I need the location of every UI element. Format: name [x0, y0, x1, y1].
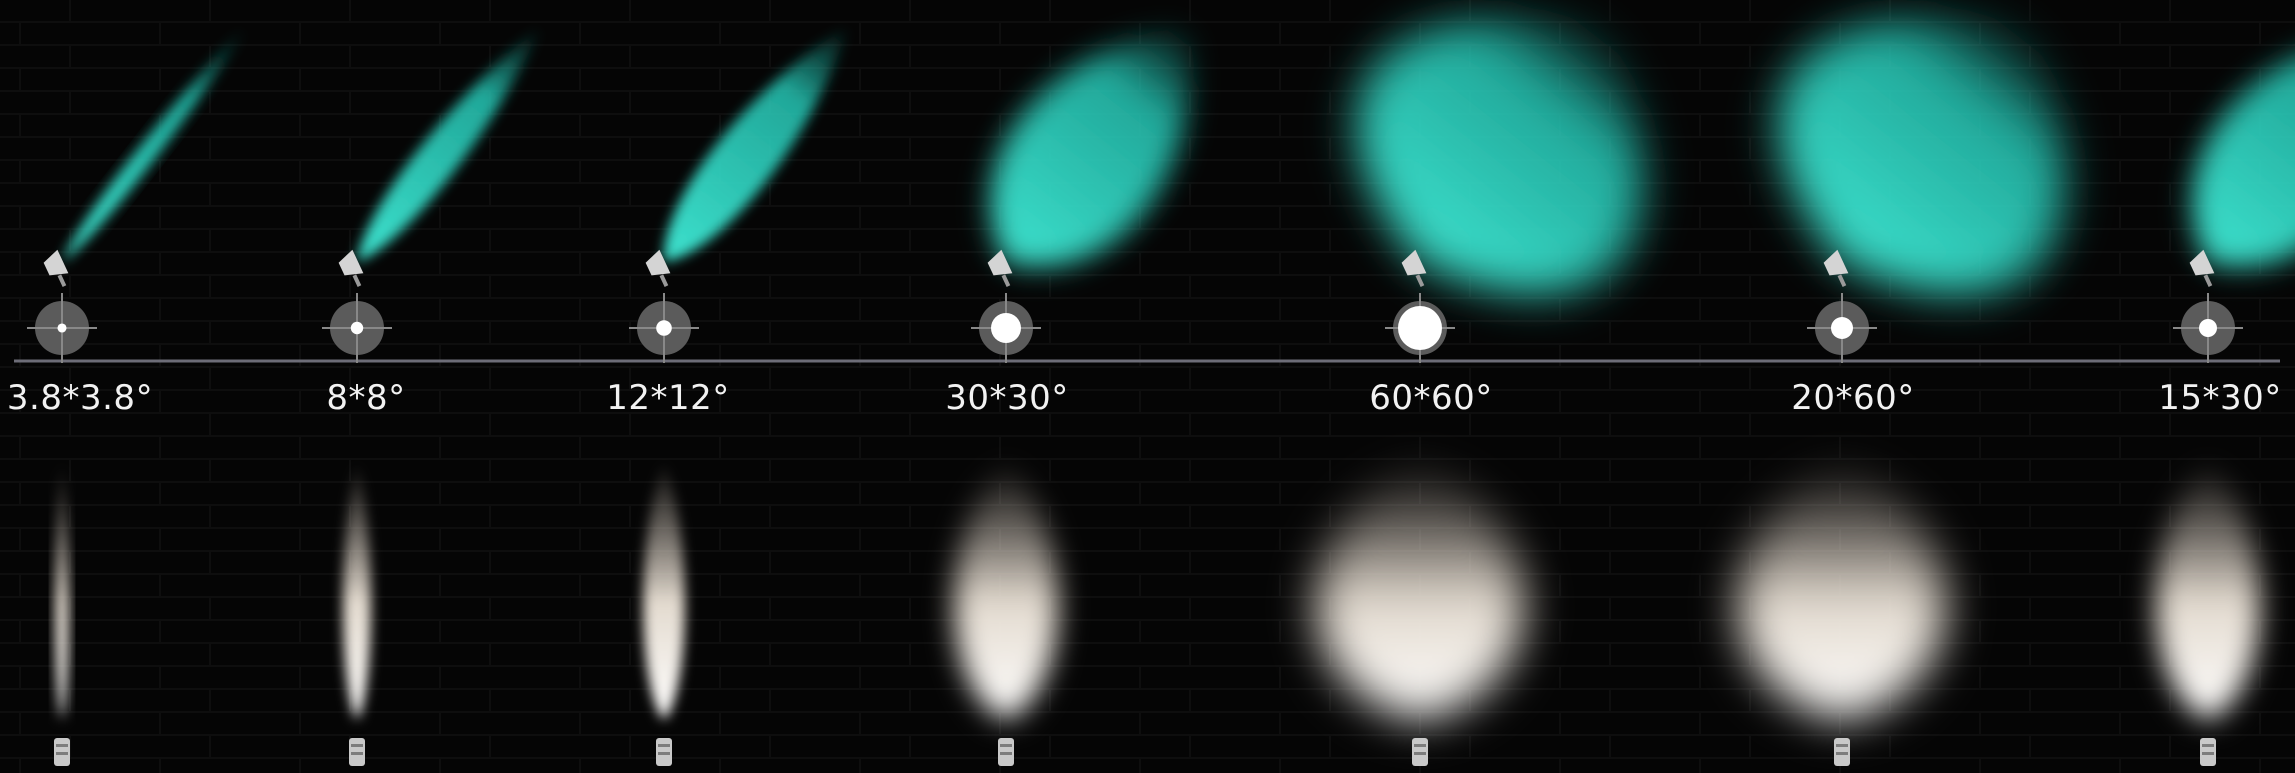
beam-spot-target-icon: [322, 293, 392, 363]
uplight-fixture-icon: [656, 738, 672, 766]
warm-beam: [1738, 460, 1946, 720]
beam-spot-target-icon: [2173, 293, 2243, 363]
spotlight-fixture-icon: [645, 249, 671, 287]
beam-angle-label: 3.8*3.8°: [6, 378, 154, 418]
uplight-fixture-icon: [349, 738, 365, 766]
beam-angle-label: 8*8°: [326, 378, 406, 418]
uplight-fixture-icon: [2200, 738, 2216, 766]
beam-angle-label: 12*12°: [606, 378, 730, 418]
beam-spot-target-icon: [1807, 293, 1877, 363]
beam-spot-target-icon: [971, 293, 1041, 363]
teal-beam: [357, 25, 542, 262]
fixture-row: [43, 249, 2216, 766]
warm-beam: [55, 460, 69, 720]
beam-angle-label: 60*60°: [1369, 378, 1493, 418]
spotlight-fixture-icon: [1401, 249, 1427, 287]
teal-beam: [2192, 25, 2295, 267]
uplight-fixture-icon: [998, 738, 1014, 766]
uplight-fixture-icon: [54, 738, 70, 766]
warm-beam: [2156, 460, 2260, 720]
spotlight-fixture-icon: [987, 249, 1013, 287]
spotlight-fixture-icon: [338, 249, 364, 287]
top-beam-row: [62, 17, 2295, 295]
teal-beam: [1778, 17, 2065, 295]
spotlight-fixture-icon: [43, 249, 69, 287]
beam-spot-row: [27, 293, 2243, 363]
uplight-fixture-icon: [1412, 738, 1428, 766]
warm-beam: [643, 460, 685, 720]
warm-beam: [343, 460, 371, 720]
spotlight-fixture-icon: [1823, 249, 1849, 287]
uplight-fixture-icon: [1834, 738, 1850, 766]
warm-beam: [954, 460, 1058, 720]
warm-beam: [1316, 460, 1524, 720]
teal-beam: [1356, 17, 1643, 295]
teal-beam: [990, 25, 1192, 267]
bottom-beam-row: [55, 460, 2260, 720]
beam-spot-target-icon: [27, 293, 97, 363]
spotlight-fixture-icon: [2189, 249, 2215, 287]
beam-spot-target-icon: [1385, 293, 1455, 363]
beam-angle-label: 15*30°: [2158, 378, 2282, 418]
teal-beam: [663, 25, 849, 262]
beam-angle-label: 20*60°: [1791, 378, 1915, 418]
beam-angle-label: 30*30°: [945, 378, 1069, 418]
teal-beam: [62, 25, 247, 262]
beam-spot-target-icon: [629, 293, 699, 363]
